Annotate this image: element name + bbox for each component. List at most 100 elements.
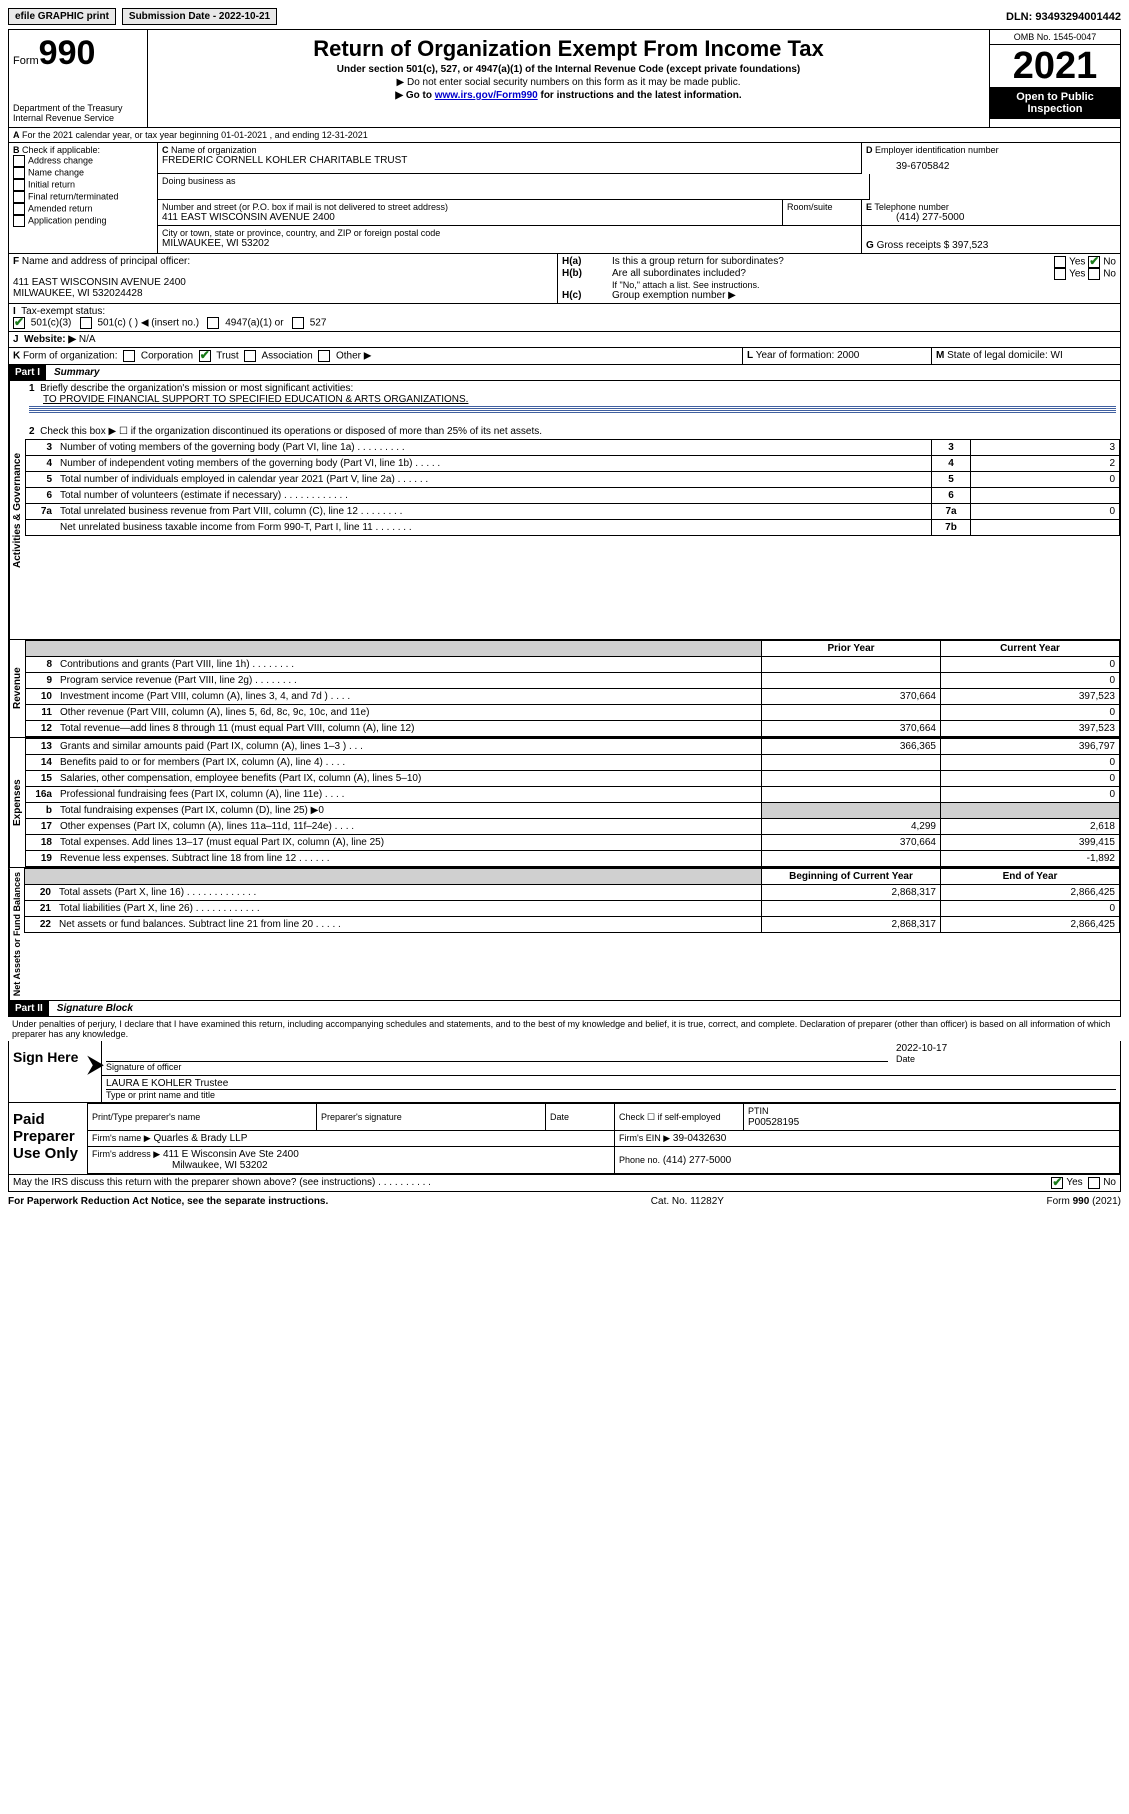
- b-checkbox[interactable]: [13, 191, 25, 203]
- q1-label: Briefly describe the organization's miss…: [40, 383, 353, 394]
- irs-link[interactable]: www.irs.gov/Form990: [435, 90, 538, 101]
- form-note-2: ▶ Go to www.irs.gov/Form990 for instruct…: [156, 90, 981, 101]
- q2-label: Check this box ▶ ☐ if the organization d…: [40, 426, 542, 437]
- governance-table: 3Number of voting members of the governi…: [25, 439, 1120, 536]
- 501c3-checkbox[interactable]: [13, 317, 25, 329]
- form-title: Return of Organization Exempt From Incom…: [156, 36, 981, 62]
- hb-note: If "No," attach a list. See instructions…: [562, 280, 1116, 290]
- efile-badge: efile GRAPHIC print: [8, 8, 116, 25]
- street-address: 411 EAST WISCONSIN AVENUE 2400: [162, 212, 778, 223]
- part1-body: Activities & Governance 1 Briefly descri…: [8, 381, 1121, 640]
- firm-addr1: 411 E Wisconsin Ave Ste 2400: [163, 1149, 299, 1160]
- may-discuss-row: May the IRS discuss this return with the…: [8, 1175, 1121, 1192]
- e-label: Telephone number: [874, 202, 949, 212]
- form-number: Form990: [13, 34, 143, 73]
- paid-preparer-label: Paid Preparer Use Only: [9, 1103, 87, 1174]
- b-label: Check if applicable:: [22, 145, 100, 155]
- declaration-text: Under penalties of perjury, I declare th…: [8, 1017, 1121, 1041]
- 501c-checkbox[interactable]: [80, 317, 92, 329]
- trust-checkbox[interactable]: [199, 350, 211, 362]
- sign-here-label: Sign Here: [9, 1041, 87, 1102]
- dba-label: Doing business as: [162, 176, 865, 186]
- year-formation: 2000: [837, 350, 859, 361]
- corp-checkbox[interactable]: [123, 350, 135, 362]
- 4947-checkbox[interactable]: [207, 317, 219, 329]
- hc-label: Group exemption number ▶: [612, 290, 736, 301]
- firm-addr2: Milwaukee, WI 53202: [92, 1160, 268, 1171]
- b-checkbox[interactable]: [13, 155, 25, 167]
- public-inspection-badge: Open to Public Inspection: [990, 87, 1120, 119]
- b-checkbox-item: Application pending: [13, 215, 153, 227]
- mission-text: TO PROVIDE FINANCIAL SUPPORT TO SPECIFIE…: [29, 394, 468, 405]
- part1-header: Part I: [9, 365, 46, 380]
- footer-mid: Cat. No. 11282Y: [651, 1196, 724, 1207]
- officer-name-label: Type or print name and title: [106, 1089, 1116, 1100]
- omb-number: OMB No. 1545-0047: [990, 30, 1120, 45]
- line-i: I Tax-exempt status: 501(c)(3) 501(c) ( …: [8, 304, 1121, 332]
- b-checkbox-item: Address change: [13, 155, 153, 167]
- form-header: Form990 Department of the Treasury Inter…: [8, 29, 1121, 128]
- ha-no-checkbox[interactable]: [1088, 256, 1100, 268]
- form-subtitle: Under section 501(c), 527, or 4947(a)(1)…: [156, 64, 981, 75]
- officer-name-value: LAURA E KOHLER Trustee: [106, 1078, 1116, 1089]
- b-checkbox[interactable]: [13, 179, 25, 191]
- domicile-state: WI: [1051, 350, 1063, 361]
- ptin-value: P00528195: [748, 1117, 799, 1128]
- b-checkbox[interactable]: [13, 215, 25, 227]
- officer-addr2: MILWAUKEE, WI 532024428: [13, 288, 553, 299]
- activities-label: Activities & Governance: [9, 381, 25, 639]
- submission-date-badge: Submission Date - 2022-10-21: [122, 8, 277, 25]
- hb-no-checkbox[interactable]: [1088, 268, 1100, 280]
- sig-date-value: 2022-10-17: [896, 1043, 1116, 1054]
- b-checkbox-item: Amended return: [13, 203, 153, 215]
- room-label: Room/suite: [783, 200, 862, 226]
- discuss-yes-checkbox[interactable]: [1051, 1177, 1063, 1189]
- netassets-table: Beginning of Current YearEnd of Year20To…: [24, 868, 1120, 933]
- phone-value: (414) 277-5000: [866, 212, 1116, 223]
- other-checkbox[interactable]: [318, 350, 330, 362]
- revenue-table: Prior YearCurrent Year8Contributions and…: [25, 640, 1120, 737]
- city-value: MILWAUKEE, WI 53202: [162, 238, 857, 249]
- sign-here-block: Sign Here ⮞ Signature of officer 2022-10…: [8, 1041, 1121, 1103]
- officer-addr1: 411 EAST WISCONSIN AVENUE 2400: [13, 277, 553, 288]
- ein-value: 39-6705842: [866, 155, 1116, 172]
- d-label: Employer identification number: [875, 145, 999, 155]
- revenue-block: Revenue Prior YearCurrent Year8Contribut…: [8, 640, 1121, 738]
- f-label: Name and address of principal officer:: [22, 256, 190, 267]
- org-name: FREDERIC CORNELL KOHLER CHARITABLE TRUST: [162, 155, 857, 166]
- ha-yes-checkbox[interactable]: [1054, 256, 1066, 268]
- c-name-label: Name of organization: [171, 145, 257, 155]
- hb-question: Are all subordinates included?: [612, 268, 1054, 280]
- hb-yes-checkbox[interactable]: [1054, 268, 1066, 280]
- part2-title: Signature Block: [49, 1003, 133, 1014]
- sig-date-label: Date: [896, 1054, 915, 1064]
- website-value: N/A: [79, 334, 96, 345]
- line-k: K Form of organization: Corporation Trus…: [8, 348, 1121, 365]
- sig-officer-label: Signature of officer: [106, 1062, 181, 1072]
- page-footer: For Paperwork Reduction Act Notice, see …: [8, 1196, 1121, 1207]
- line-a: A For the 2021 calendar year, or tax yea…: [8, 128, 1121, 143]
- part2-header: Part II: [9, 1001, 49, 1016]
- footer-left: For Paperwork Reduction Act Notice, see …: [8, 1196, 328, 1207]
- discuss-no-checkbox[interactable]: [1088, 1177, 1100, 1189]
- ha-question: Is this a group return for subordinates?: [612, 256, 1054, 268]
- line-j: J Website: ▶ N/A: [8, 332, 1121, 348]
- 527-checkbox[interactable]: [292, 317, 304, 329]
- firm-phone: (414) 277-5000: [663, 1155, 731, 1166]
- b-checkbox[interactable]: [13, 167, 25, 179]
- irs-label: Internal Revenue Service: [13, 113, 143, 123]
- sign-arrow-icon: ⮞: [87, 1041, 102, 1102]
- b-checkbox[interactable]: [13, 203, 25, 215]
- addr-label: Number and street (or P.O. box if mail i…: [162, 202, 778, 212]
- b-checkbox-item: Name change: [13, 167, 153, 179]
- paid-preparer-block: Paid Preparer Use Only Print/Type prepar…: [8, 1103, 1121, 1175]
- identity-block: B Check if applicable: Address changeNam…: [8, 143, 1121, 254]
- expenses-label: Expenses: [9, 738, 25, 867]
- netassets-label: Net Assets or Fund Balances: [9, 868, 24, 1000]
- assoc-checkbox[interactable]: [244, 350, 256, 362]
- dept-label: Department of the Treasury: [13, 103, 143, 113]
- b-checkbox-item: Final return/terminated: [13, 191, 153, 203]
- expenses-block: Expenses 13Grants and similar amounts pa…: [8, 738, 1121, 868]
- top-bar: efile GRAPHIC print Submission Date - 20…: [8, 8, 1121, 25]
- firm-name: Quarles & Brady LLP: [153, 1133, 247, 1144]
